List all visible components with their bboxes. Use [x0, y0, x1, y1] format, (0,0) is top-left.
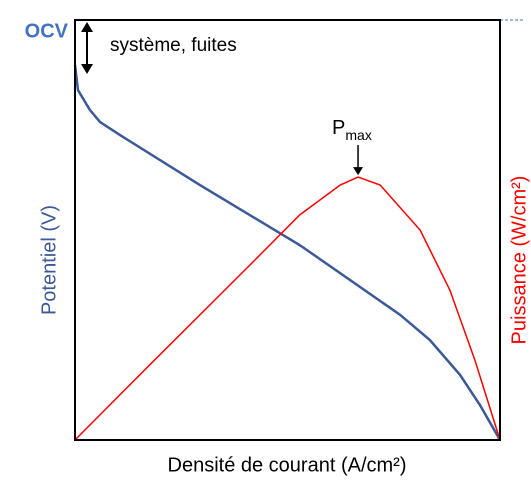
annotation: Pmax: [332, 117, 372, 142]
plot-frame: [74, 19, 501, 441]
series-line: [74, 176, 501, 441]
annotation: système, fuites: [110, 35, 237, 56]
y-axis-label: Potentiel (V): [38, 205, 60, 315]
annotation-subscript: max: [345, 127, 371, 143]
series-line: [73, 64, 502, 441]
y2-axis-label: Puissance (W/cm²): [508, 176, 530, 345]
annotation-arrow-head: [353, 167, 364, 176]
x-axis-label: Densité de courant (A/cm²): [168, 454, 407, 476]
ocv-label: OCV: [25, 20, 69, 42]
annotation-text: P: [332, 117, 345, 139]
